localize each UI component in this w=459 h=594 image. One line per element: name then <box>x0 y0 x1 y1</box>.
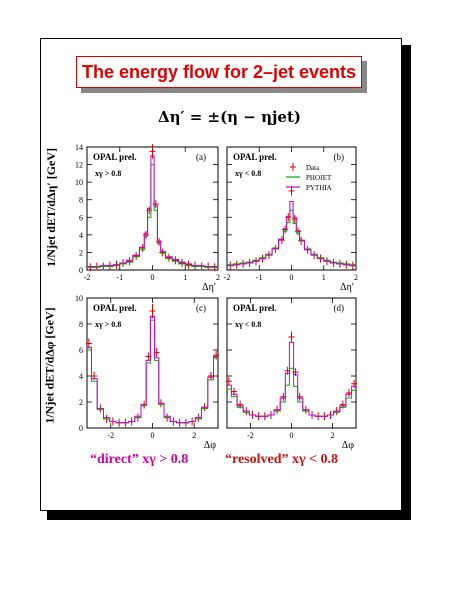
panel-frame <box>86 146 219 271</box>
y-tick-label: 4 <box>79 231 83 240</box>
legend: Data PHOJET PYTHIA <box>286 163 332 192</box>
x-axis-label: Δφ <box>342 440 354 451</box>
x-tick-label: 0 <box>151 431 155 440</box>
panel-frame <box>226 297 357 429</box>
formula: Δη′ = ±(η − ηjet) <box>158 108 301 126</box>
x-tick-label: 2 <box>192 431 196 440</box>
cut-label: xγ < 0.8 <box>235 320 261 329</box>
y-tick-label: 2 <box>79 248 83 257</box>
y-tick-label: 6 <box>79 213 83 222</box>
x-tick-label: 0 <box>151 273 155 282</box>
y-tick-label: 8 <box>79 320 83 329</box>
x-axis-label: Δη′ <box>202 282 216 293</box>
y-tick-label: 0 <box>79 424 83 433</box>
legend-label: Data <box>306 164 320 172</box>
x-tick-label: 0 <box>290 273 294 282</box>
experiment-label: OPAL prel. <box>233 152 277 162</box>
y-tick-label: 12 <box>75 161 83 170</box>
x-tick-label: 0 <box>290 431 294 440</box>
x-tick-label: 2 <box>354 273 358 282</box>
cut-label: xγ < 0.8 <box>235 169 261 178</box>
panel-label: (c) <box>196 303 206 313</box>
x-tick-label: 2 <box>331 431 335 440</box>
panel-frame <box>226 146 357 271</box>
panel-label: (a) <box>196 152 206 162</box>
x-tick-label: 1 <box>183 273 187 282</box>
x-tick-label: -2 <box>247 431 254 440</box>
experiment-label: OPAL prel. <box>93 152 137 162</box>
y-tick-label: 14 <box>75 143 83 152</box>
title-box: The energy flow for 2–jet events <box>76 56 362 88</box>
experiment-label: OPAL prel. <box>233 303 277 313</box>
caption-direct: “direct” xγ > 0.8 <box>90 452 189 467</box>
y-tick-label: 4 <box>79 372 83 381</box>
x-tick-label: -1 <box>116 273 123 282</box>
y-tick-label: 8 <box>79 196 83 205</box>
pythia-histogram <box>87 315 218 424</box>
slide-title: The energy flow for 2–jet events <box>81 62 357 82</box>
panel-label: (d) <box>334 303 345 313</box>
panel-2: 0 2 4 6 8 10 -2 0 2 Δφ OPAL prel. xγ > 0.8 (c) <box>75 294 220 451</box>
phojet-histogram <box>87 164 218 268</box>
pythia-histogram <box>227 201 356 267</box>
pythia-histogram <box>227 341 356 417</box>
y-tick-label: 2 <box>79 398 83 407</box>
y-tick-label: 6 <box>79 346 83 355</box>
x-tick-label: -2 <box>84 273 91 282</box>
x-tick-label: 1 <box>322 273 326 282</box>
x-tick-label: -2 <box>224 273 231 282</box>
x-tick-label: -1 <box>256 273 263 282</box>
panel-1: -2 -1 0 1 2Δη′ OPAL prel. xγ < 0.8 (b) <box>224 146 358 293</box>
x-axis-label: Δη′ <box>340 282 354 293</box>
y-tick-label: 10 <box>75 178 83 187</box>
y-tick-label: 0 <box>79 266 83 275</box>
panel-label: (b) <box>334 152 345 162</box>
y-tick-label: 10 <box>75 294 83 303</box>
panel-3: -2 0 2 Δφ OPAL prel. xγ < 0.8 (d) <box>225 297 358 451</box>
legend-label: PHOJET <box>306 174 332 182</box>
pythia-histogram <box>87 155 218 267</box>
x-tick-label: -2 <box>107 431 114 440</box>
cut-label: xγ > 0.8 <box>95 169 121 178</box>
cut-label: xγ > 0.8 <box>95 320 121 329</box>
x-tick-label: 2 <box>216 273 220 282</box>
legend-label: PYTHIA <box>306 184 332 192</box>
experiment-label: OPAL prel. <box>93 303 137 313</box>
x-axis-label: Δφ <box>204 440 216 451</box>
slide <box>40 38 402 511</box>
caption-resolved: “resolved” xγ < 0.8 <box>225 452 339 467</box>
